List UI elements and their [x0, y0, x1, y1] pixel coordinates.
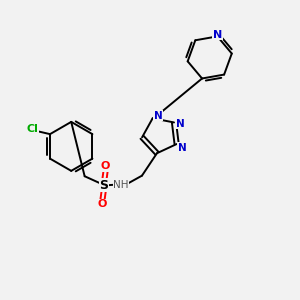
Text: S: S — [100, 179, 109, 192]
Text: O: O — [101, 161, 110, 171]
Text: O: O — [98, 199, 107, 209]
Text: N: N — [178, 142, 186, 153]
Text: N: N — [176, 119, 184, 129]
Text: N: N — [213, 30, 222, 40]
Text: N: N — [154, 111, 162, 121]
Text: NH: NH — [113, 180, 129, 190]
Text: Cl: Cl — [26, 124, 38, 134]
